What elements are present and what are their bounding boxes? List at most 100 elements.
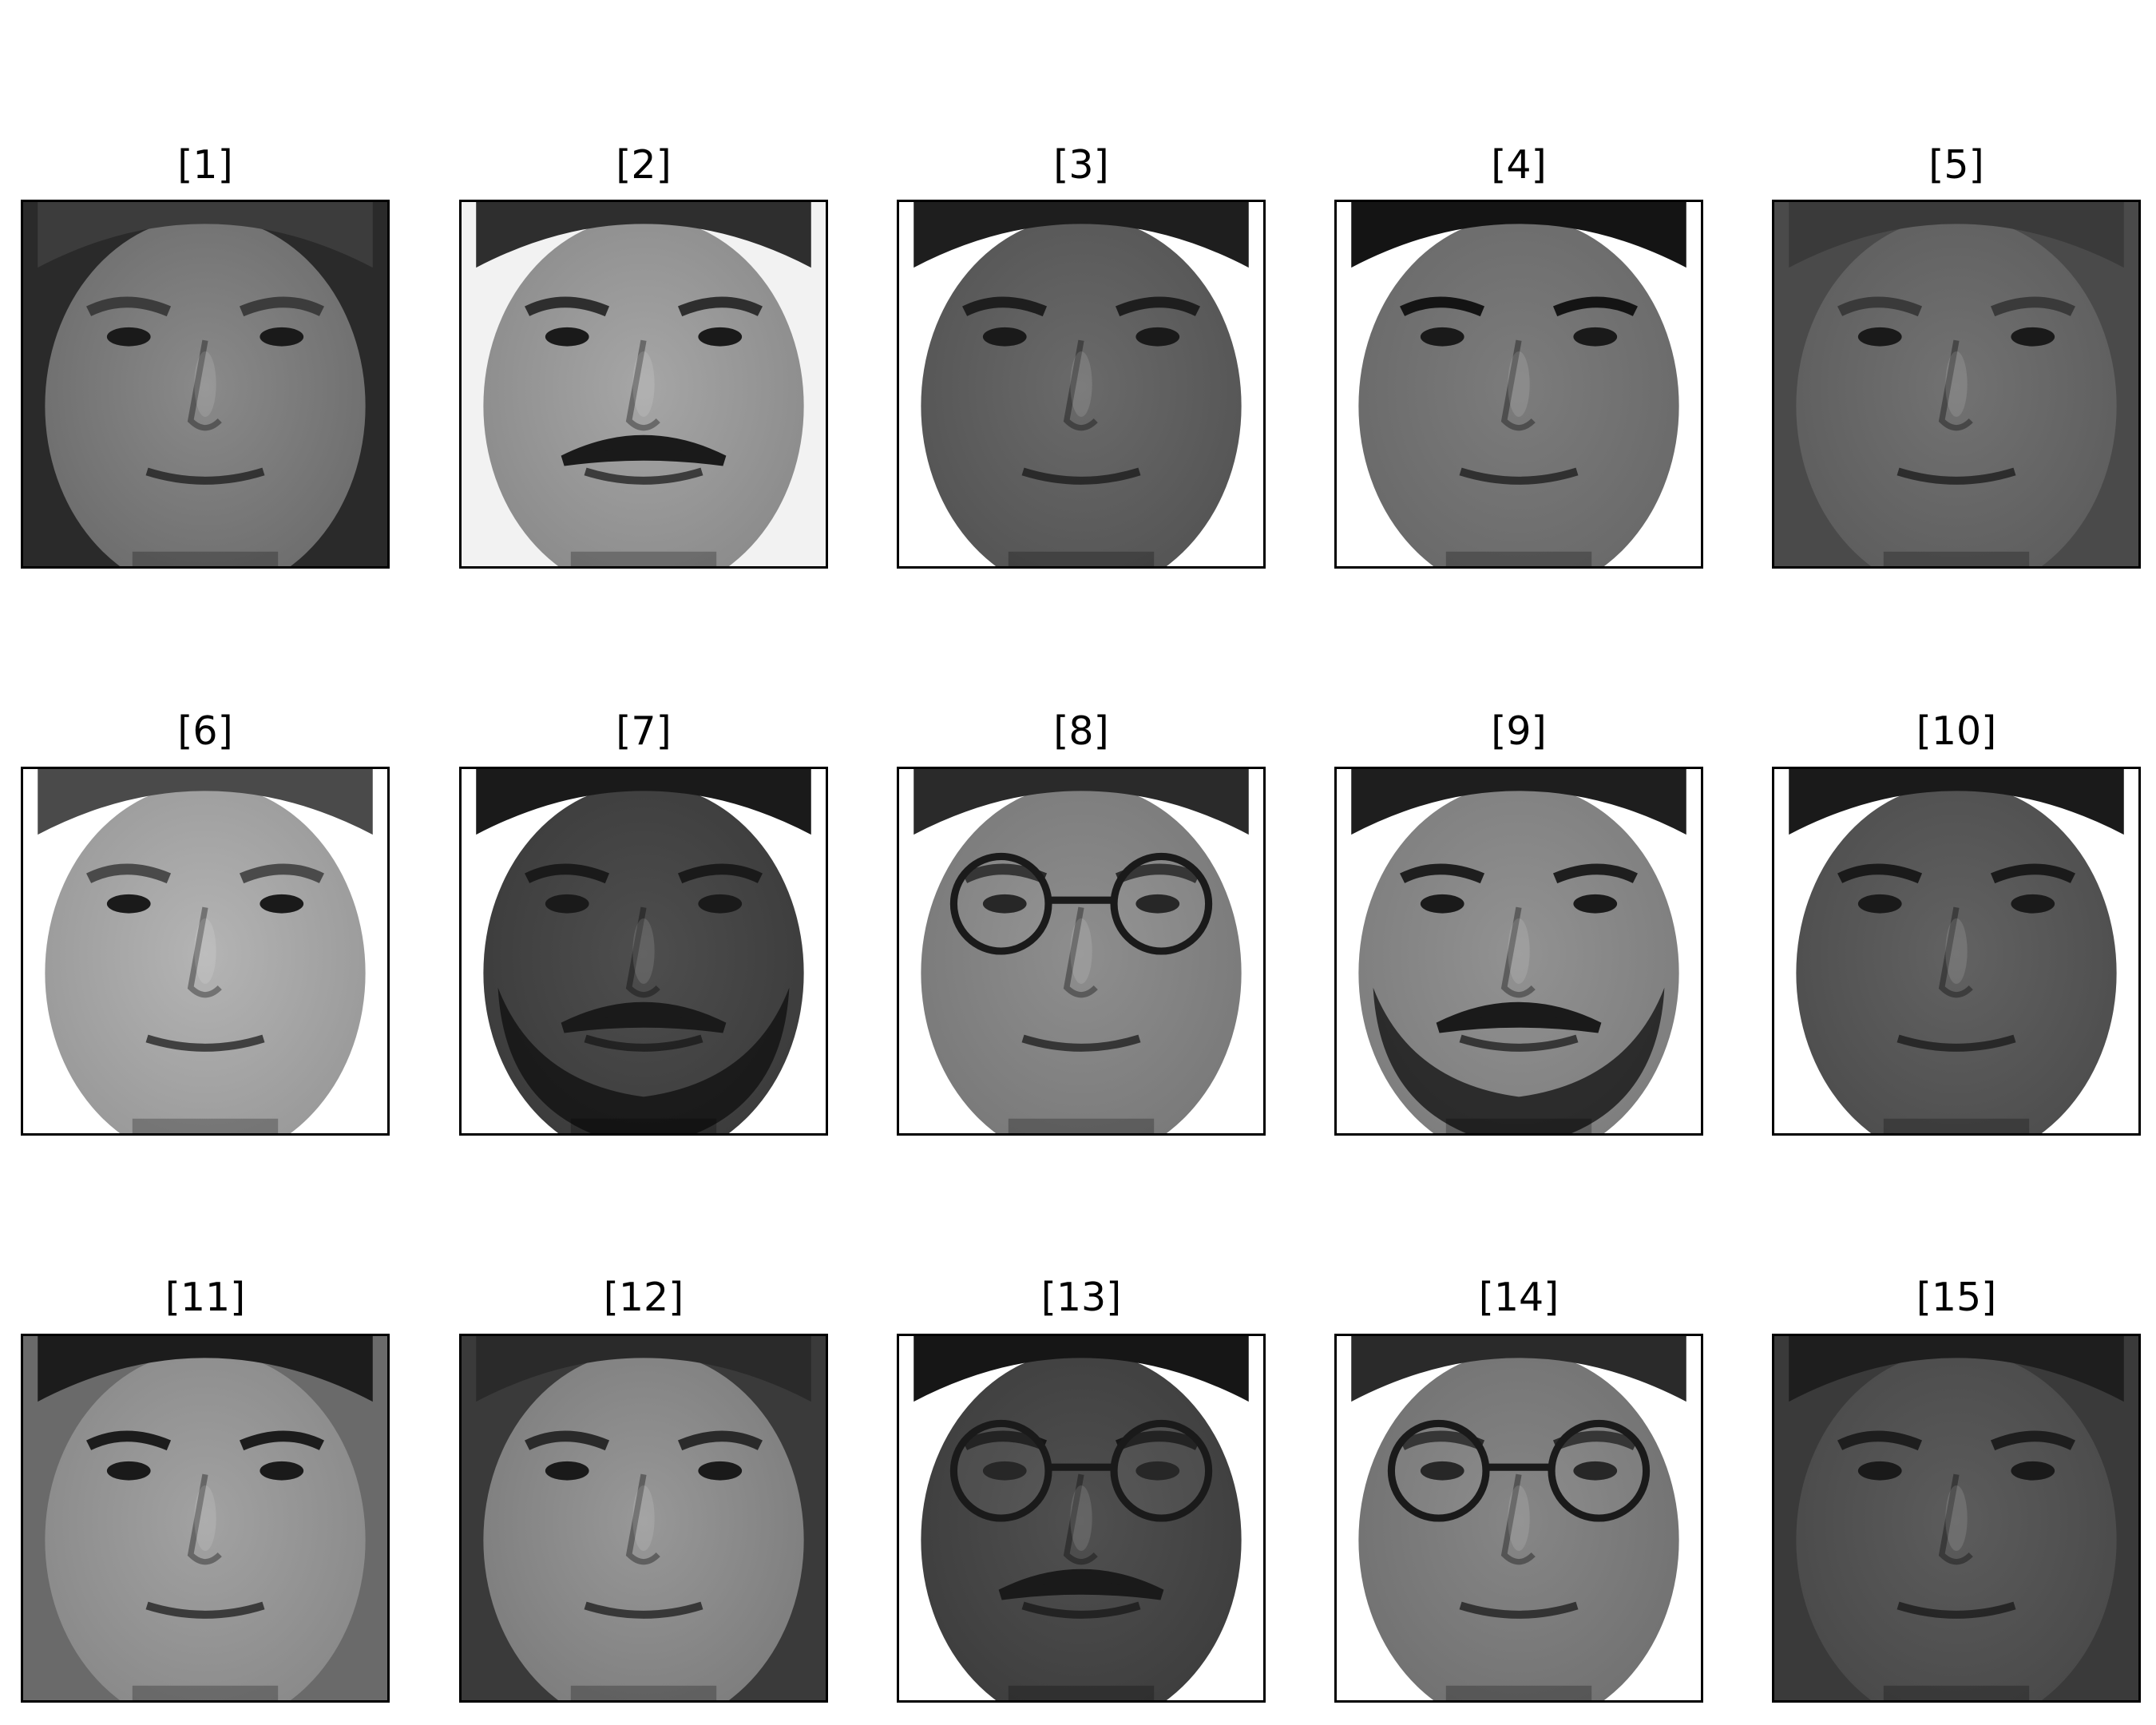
face-image xyxy=(897,1334,1266,1703)
nose xyxy=(1938,1473,1973,1565)
beard xyxy=(497,987,790,1133)
eyebrow-left xyxy=(1400,296,1485,317)
eyebrow-left xyxy=(1837,863,1923,884)
eyebrow-left xyxy=(86,1430,172,1451)
hair-shape xyxy=(1351,202,1686,268)
face-image xyxy=(21,767,390,1136)
mustache xyxy=(1436,1001,1602,1033)
hair-shape xyxy=(1351,1336,1686,1402)
nose xyxy=(1063,1473,1098,1565)
face-photo xyxy=(899,769,1263,1133)
face-photo xyxy=(462,202,826,566)
panel-title: [10] xyxy=(1916,708,1997,754)
face-photo xyxy=(1337,1336,1701,1700)
hair-shape xyxy=(38,202,373,268)
mouth xyxy=(1459,1601,1579,1619)
face-photo xyxy=(1774,1336,2138,1700)
mouth xyxy=(1896,1034,2016,1052)
face-image xyxy=(21,1334,390,1703)
eyebrow-right xyxy=(239,296,324,317)
face-image xyxy=(1772,200,2141,569)
face-image xyxy=(1772,1334,2141,1703)
hair-shape xyxy=(1789,202,2124,268)
panel-title: [5] xyxy=(1928,142,1984,188)
hair-shape xyxy=(1789,769,2124,835)
panel-title: [13] xyxy=(1040,1275,1122,1320)
eye-left xyxy=(1420,1461,1464,1481)
mouth xyxy=(145,467,265,485)
eyebrow-left xyxy=(525,296,610,317)
panel-title: [15] xyxy=(1916,1275,1997,1320)
face-image xyxy=(1334,767,1703,1136)
eye-right xyxy=(1135,894,1180,914)
glasses-lens-left xyxy=(1387,1419,1490,1522)
eye-right xyxy=(260,894,304,914)
hair-shape xyxy=(1789,1336,2124,1402)
eye-left xyxy=(106,894,151,914)
eyebrow-left xyxy=(86,863,172,884)
nose xyxy=(1500,906,1536,998)
eyebrow-right xyxy=(677,1430,763,1451)
hair-shape xyxy=(914,1336,1249,1402)
nose xyxy=(187,339,222,431)
face-image xyxy=(1334,1334,1703,1703)
eye-right xyxy=(1573,327,1618,347)
face-photo xyxy=(1774,202,2138,566)
mouth xyxy=(1896,467,2016,485)
eyebrow-right xyxy=(677,296,763,317)
nose xyxy=(1500,1473,1536,1565)
eye-right xyxy=(698,327,743,347)
mouth xyxy=(584,1601,703,1619)
eyebrow-right xyxy=(1552,296,1638,317)
panel-title: [7] xyxy=(616,708,672,754)
nose xyxy=(1500,339,1536,431)
mouth xyxy=(584,1034,703,1052)
glasses-lens-right xyxy=(1110,1419,1213,1522)
eye-left xyxy=(545,894,589,914)
eye-right xyxy=(260,327,304,347)
glasses-lens-right xyxy=(1110,852,1213,955)
eye-left xyxy=(545,327,589,347)
nose xyxy=(1063,906,1098,998)
face-photo xyxy=(1337,769,1701,1133)
mouth xyxy=(584,467,703,485)
nose xyxy=(625,339,660,431)
eyebrow-left xyxy=(962,296,1048,317)
mouth xyxy=(145,1034,265,1052)
face-photo xyxy=(23,769,387,1133)
hair-shape xyxy=(38,769,373,835)
hair-shape xyxy=(914,769,1249,835)
eyebrow-left xyxy=(525,863,610,884)
eyebrow-left xyxy=(1837,1430,1923,1451)
eye-left xyxy=(1857,894,1902,914)
nose xyxy=(187,906,222,998)
face-image xyxy=(897,200,1266,569)
face-image xyxy=(1772,767,2141,1136)
mouth xyxy=(1021,467,1141,485)
mouth xyxy=(1896,1601,2016,1619)
eye-right xyxy=(698,894,743,914)
eyebrow-right xyxy=(239,863,324,884)
nose xyxy=(625,906,660,998)
eye-left xyxy=(982,1461,1027,1481)
hair-shape xyxy=(38,1336,373,1402)
panel-title: [12] xyxy=(603,1275,684,1320)
glasses-lens-left xyxy=(949,1419,1052,1522)
mouth xyxy=(1021,1034,1141,1052)
face-photo xyxy=(23,202,387,566)
face-photo xyxy=(462,769,826,1133)
eye-right xyxy=(1135,1461,1180,1481)
mouth xyxy=(1459,1034,1579,1052)
face-photo xyxy=(1337,202,1701,566)
eye-left xyxy=(1857,327,1902,347)
mustache xyxy=(561,1001,727,1033)
panel-title: [3] xyxy=(1053,142,1109,188)
eyebrow-right xyxy=(239,1430,324,1451)
eye-right xyxy=(260,1461,304,1481)
mustache xyxy=(998,1568,1164,1600)
eye-right xyxy=(1573,1461,1618,1481)
eye-left xyxy=(545,1461,589,1481)
eyebrow-right xyxy=(1990,863,2075,884)
eye-left xyxy=(106,327,151,347)
panel-title: [2] xyxy=(616,142,672,188)
